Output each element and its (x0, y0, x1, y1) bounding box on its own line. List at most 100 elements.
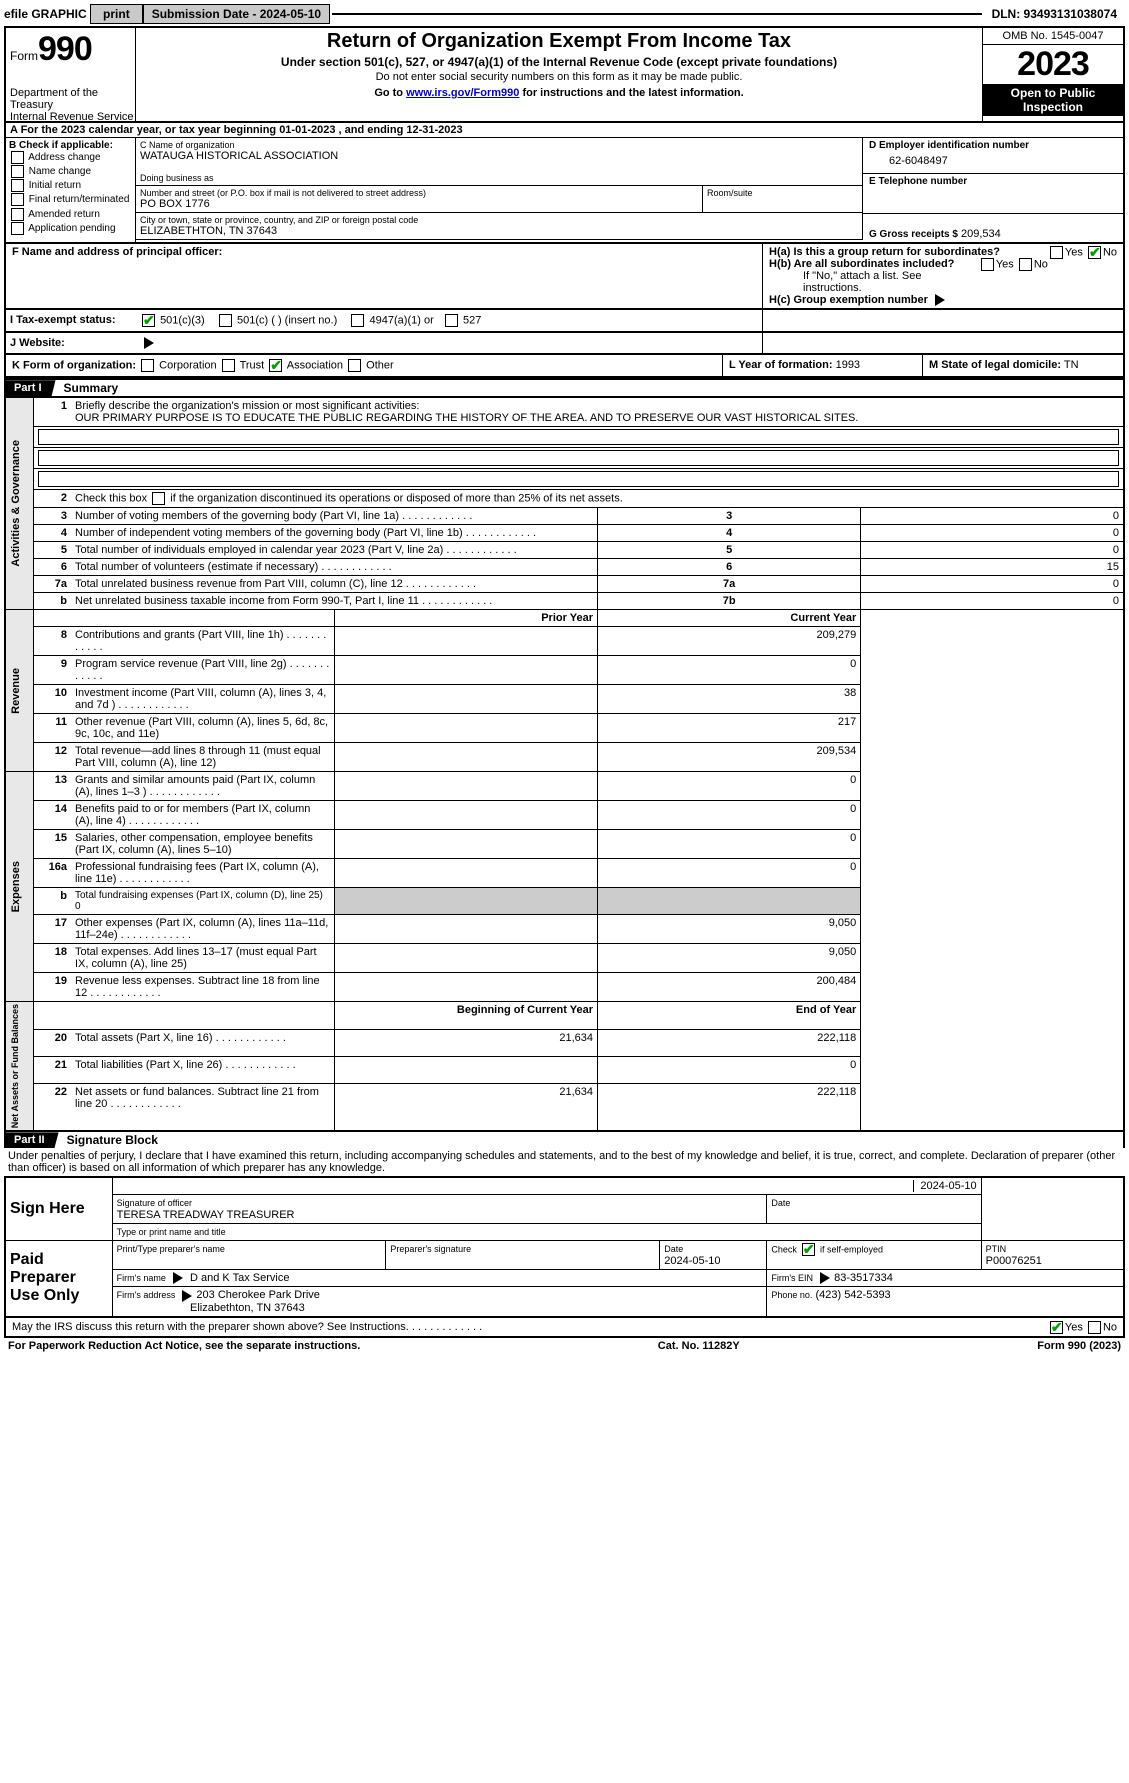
goto-link-row: Go to www.irs.gov/Form990 for instructio… (142, 87, 976, 99)
side-activities: Activities & Governance (10, 440, 22, 567)
box-e-label: E Telephone number (869, 176, 1117, 187)
row-j-label: J Website: (6, 333, 136, 353)
street-value: PO BOX 1776 (140, 198, 698, 210)
firm-name: D and K Tax Service (190, 1272, 289, 1284)
chk-527[interactable] (445, 314, 458, 327)
ptin-value: P00076251 (986, 1255, 1042, 1267)
form-header: Form990 Department of the Treasury Inter… (4, 26, 1125, 123)
gross-receipts: 209,534 (961, 228, 1001, 240)
row-f-h: F Name and address of principal officer:… (4, 244, 1125, 310)
box-d-label: D Employer identification number (869, 140, 1117, 151)
mission-text: OUR PRIMARY PURPOSE IS TO EDUCATE THE PU… (75, 412, 858, 424)
part1-banner: Part I (6, 380, 56, 396)
prep-date: 2024-05-10 (664, 1255, 720, 1267)
line1-label: Briefly describe the organization's miss… (75, 400, 419, 412)
box-g-label: G Gross receipts $ (869, 229, 958, 240)
box-c-name-label: C Name of organization (140, 140, 858, 150)
row-m-label: M State of legal domicile: (929, 359, 1061, 371)
hb-label: H(b) Are all subordinates included? (769, 258, 954, 270)
ein-value: 62-6048497 (869, 151, 1117, 171)
officer-name: TERESA TREADWAY TREASURER (117, 1209, 295, 1221)
form-title: Return of Organization Exempt From Incom… (142, 30, 976, 53)
firm-addr2: Elizabethton, TN 37643 (190, 1302, 305, 1314)
hdr-end: End of Year (598, 1002, 861, 1029)
firm-addr1: 203 Cherokee Park Drive (196, 1289, 320, 1301)
ha-label: H(a) Is this a group return for subordin… (769, 246, 1000, 258)
dept-treasury: Department of the Treasury (10, 87, 98, 111)
hb-note: If "No," attach a list. See instructions… (769, 270, 1117, 294)
print-button[interactable]: print (90, 4, 143, 24)
org-name: WATAUGA HISTORICAL ASSOCIATION (140, 150, 858, 162)
arrow-icon (173, 1272, 183, 1284)
chk-assoc[interactable] (269, 359, 282, 372)
chk-other[interactable] (348, 359, 361, 372)
box-f-label: F Name and address of principal officer: (12, 246, 222, 258)
irs-label: Internal Revenue Service (10, 111, 134, 123)
type-name-label: Type or print name and title (117, 1227, 226, 1237)
chk-name-change[interactable]: Name change (9, 165, 132, 179)
box-b-label: B Check if applicable: (9, 140, 132, 151)
discuss-yes[interactable] (1050, 1321, 1063, 1334)
part2-title: Signature Block (59, 1133, 158, 1147)
arrow-icon (144, 337, 154, 349)
hb-yes[interactable] (981, 258, 994, 271)
submission-date: Submission Date - 2024-05-10 (143, 4, 330, 24)
perjury-declaration: Under penalties of perjury, I declare th… (4, 1148, 1125, 1176)
firm-ein: 83-3517334 (834, 1272, 893, 1284)
tax-year: 2023 (983, 45, 1123, 84)
side-netassets: Net Assets or Fund Balances (10, 1004, 20, 1128)
chk-final-return[interactable]: Final return/terminated (9, 193, 132, 207)
chk-address-change[interactable]: Address change (9, 151, 132, 165)
chk-corp[interactable] (141, 359, 154, 372)
header-block-bcde: B Check if applicable: Address change Na… (4, 138, 1125, 244)
top-toolbar: efile GRAPHIC print Submission Date - 20… (4, 4, 1125, 24)
dln-label: DLN: 93493131038074 (984, 5, 1125, 23)
chk-trust[interactable] (222, 359, 235, 372)
paid-preparer-label: Paid Preparer Use Only (5, 1241, 112, 1317)
chk-4947[interactable] (351, 314, 364, 327)
form-number: Form990 (10, 30, 131, 69)
hdr-current: Current Year (598, 610, 861, 627)
footer-left: For Paperwork Reduction Act Notice, see … (8, 1340, 360, 1352)
footer-mid: Cat. No. 11282Y (658, 1340, 740, 1352)
firm-phone: (423) 542-5393 (815, 1289, 890, 1301)
open-public-badge: Open to Public Inspection (983, 84, 1123, 116)
page-footer: For Paperwork Reduction Act Notice, see … (4, 1338, 1125, 1354)
form-subtitle: Under section 501(c), 527, or 4947(a)(1)… (142, 55, 976, 69)
part2-banner: Part II (6, 1132, 59, 1148)
form-note: Do not enter social security numbers on … (142, 71, 976, 83)
city-value: ELIZABETHTON, TN 37643 (140, 225, 858, 237)
chk-initial-return[interactable]: Initial return (9, 179, 132, 193)
part1-table: Activities & Governance 1 Briefly descri… (4, 396, 1125, 1132)
year-formation: 1993 (836, 359, 860, 371)
chk-application-pending[interactable]: Application pending (9, 222, 132, 236)
sig-date: 2024-05-10 (913, 1180, 976, 1192)
arrow-icon (182, 1290, 192, 1302)
chk-501c3[interactable] (142, 314, 155, 327)
row-i-label: I Tax-exempt status: (6, 310, 136, 331)
ha-no[interactable] (1088, 246, 1101, 259)
chk-amended-return[interactable]: Amended return (9, 208, 132, 222)
hb-no[interactable] (1019, 258, 1032, 271)
row-k-label: K Form of organization: (12, 360, 136, 372)
chk-discontinued[interactable] (152, 492, 165, 505)
footer-right: Form 990 (2023) (1037, 1340, 1121, 1352)
city-label: City or town, state or province, country… (140, 215, 858, 225)
arrow-icon (935, 294, 945, 306)
efile-label: efile GRAPHIC (4, 7, 87, 21)
chk-501c[interactable] (219, 314, 232, 327)
hdr-begin: Beginning of Current Year (334, 1002, 597, 1029)
chk-self-employed[interactable] (802, 1243, 815, 1256)
row-l-label: L Year of formation: (729, 359, 833, 371)
ha-yes[interactable] (1050, 246, 1063, 259)
row-a-period: A For the 2023 calendar year, or tax yea… (4, 123, 1125, 138)
sign-here-label: Sign Here (5, 1177, 112, 1241)
irs-link[interactable]: www.irs.gov/Form990 (406, 87, 519, 99)
signature-table: Sign Here 2024-05-10 Signature of office… (4, 1176, 1125, 1317)
side-expenses: Expenses (10, 861, 22, 912)
side-revenue: Revenue (10, 668, 22, 714)
date-label: Date (771, 1198, 790, 1208)
discuss-no[interactable] (1088, 1321, 1101, 1334)
dba-label: Doing business as (140, 173, 858, 183)
room-label: Room/suite (707, 188, 858, 198)
